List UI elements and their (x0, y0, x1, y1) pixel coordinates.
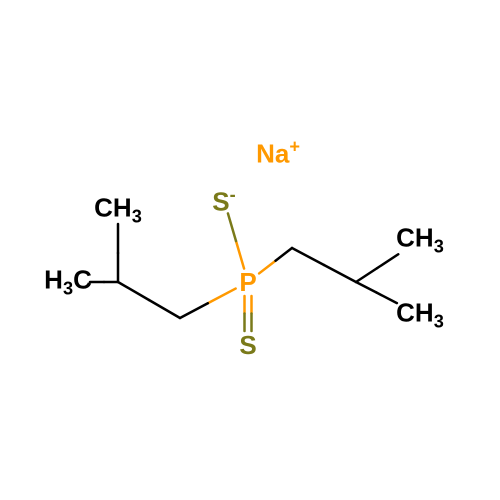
atom-ch3-left-top: CH3 (94, 194, 142, 225)
atom-ch3-right-bottom: CH3 (396, 299, 444, 330)
atom-sodium: Na+ (256, 138, 300, 167)
atom-sulfur-top: S- (212, 186, 235, 215)
atom-phosphorus: P (239, 269, 256, 295)
atom-ch3-right-top: CH3 (396, 224, 444, 255)
molecule-canvas: Na+ S- P S CH3 H3C CH3 CH3 (0, 0, 500, 500)
atom-h3c-left: H3C (44, 266, 92, 297)
atom-sulfur-bottom: S (239, 332, 256, 358)
